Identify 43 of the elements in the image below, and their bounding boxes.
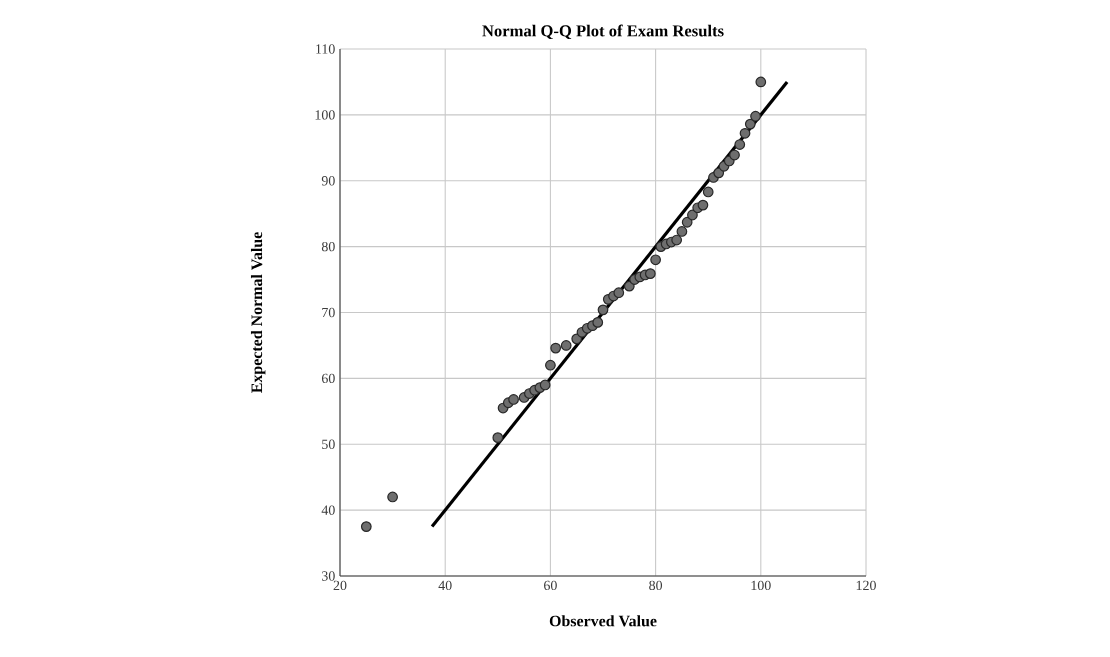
point (744, 118, 756, 130)
point (387, 491, 398, 503)
y-tick-label: 90 (321, 176, 335, 186)
y-tick-label: 50 (322, 439, 335, 449)
point (702, 186, 714, 198)
x-tick-label: 100 (751, 580, 771, 591)
y-tick-label: 60 (321, 373, 335, 384)
chart-title: Normal Q-Q Plot of Exam Results (482, 24, 724, 39)
point (597, 304, 609, 316)
x-tick-label: 20 (333, 580, 347, 591)
point (739, 127, 751, 139)
y-tick-label: 40 (321, 505, 335, 515)
point (650, 254, 661, 266)
point (592, 317, 604, 328)
y-axis-title: Expected Normal Value (250, 232, 266, 393)
point (671, 234, 683, 246)
point (697, 199, 709, 211)
point (687, 209, 698, 221)
point (545, 359, 556, 371)
point (508, 394, 519, 405)
y-tick-label: 80 (321, 241, 335, 252)
point (676, 226, 688, 237)
y-tick-label: 100 (315, 110, 335, 120)
point (613, 287, 625, 299)
point (492, 432, 504, 444)
point (729, 149, 740, 161)
point (560, 340, 572, 351)
point (681, 216, 693, 228)
x-tick-label: 60 (544, 580, 557, 591)
y-tick-label: 110 (316, 44, 335, 54)
x-tick-label: 120 (856, 580, 876, 591)
point (644, 268, 656, 280)
point (550, 342, 562, 354)
x-tick-label: 80 (649, 580, 663, 591)
x-tick-label: 40 (438, 580, 452, 591)
point (734, 139, 746, 150)
x-axis-title: Observed Value (549, 615, 657, 627)
point (539, 379, 551, 391)
y-tick-label: 30 (322, 571, 335, 581)
y-tick-label: 70 (322, 307, 335, 318)
point (755, 76, 767, 88)
point (360, 521, 372, 532)
point (750, 110, 761, 122)
